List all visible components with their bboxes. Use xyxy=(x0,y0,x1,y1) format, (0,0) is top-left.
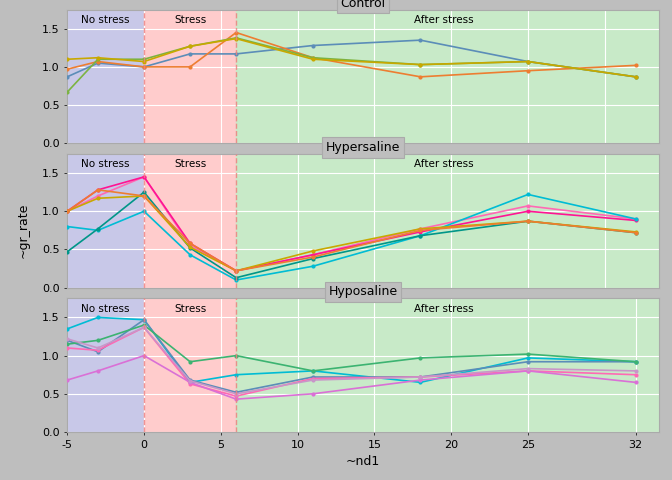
Text: No stress: No stress xyxy=(81,15,130,25)
Text: No stress: No stress xyxy=(81,304,130,313)
Bar xyxy=(67,10,144,143)
Text: ~gr_rate: ~gr_rate xyxy=(17,203,30,258)
Title: Hypersaline: Hypersaline xyxy=(326,141,400,154)
Text: Stress: Stress xyxy=(174,304,206,313)
X-axis label: ~nd1: ~nd1 xyxy=(346,455,380,468)
Bar xyxy=(67,154,144,288)
Bar xyxy=(67,299,144,432)
Title: Control: Control xyxy=(340,0,386,10)
Bar xyxy=(144,299,236,432)
Text: After stress: After stress xyxy=(414,159,473,169)
Bar xyxy=(236,299,659,432)
Text: Stress: Stress xyxy=(174,159,206,169)
Text: After stress: After stress xyxy=(414,304,473,313)
Text: No stress: No stress xyxy=(81,159,130,169)
Bar xyxy=(236,154,659,288)
Bar xyxy=(144,10,236,143)
Bar xyxy=(144,154,236,288)
Text: After stress: After stress xyxy=(414,15,473,25)
Bar xyxy=(236,10,659,143)
Title: Hyposaline: Hyposaline xyxy=(329,285,397,299)
Text: Stress: Stress xyxy=(174,15,206,25)
